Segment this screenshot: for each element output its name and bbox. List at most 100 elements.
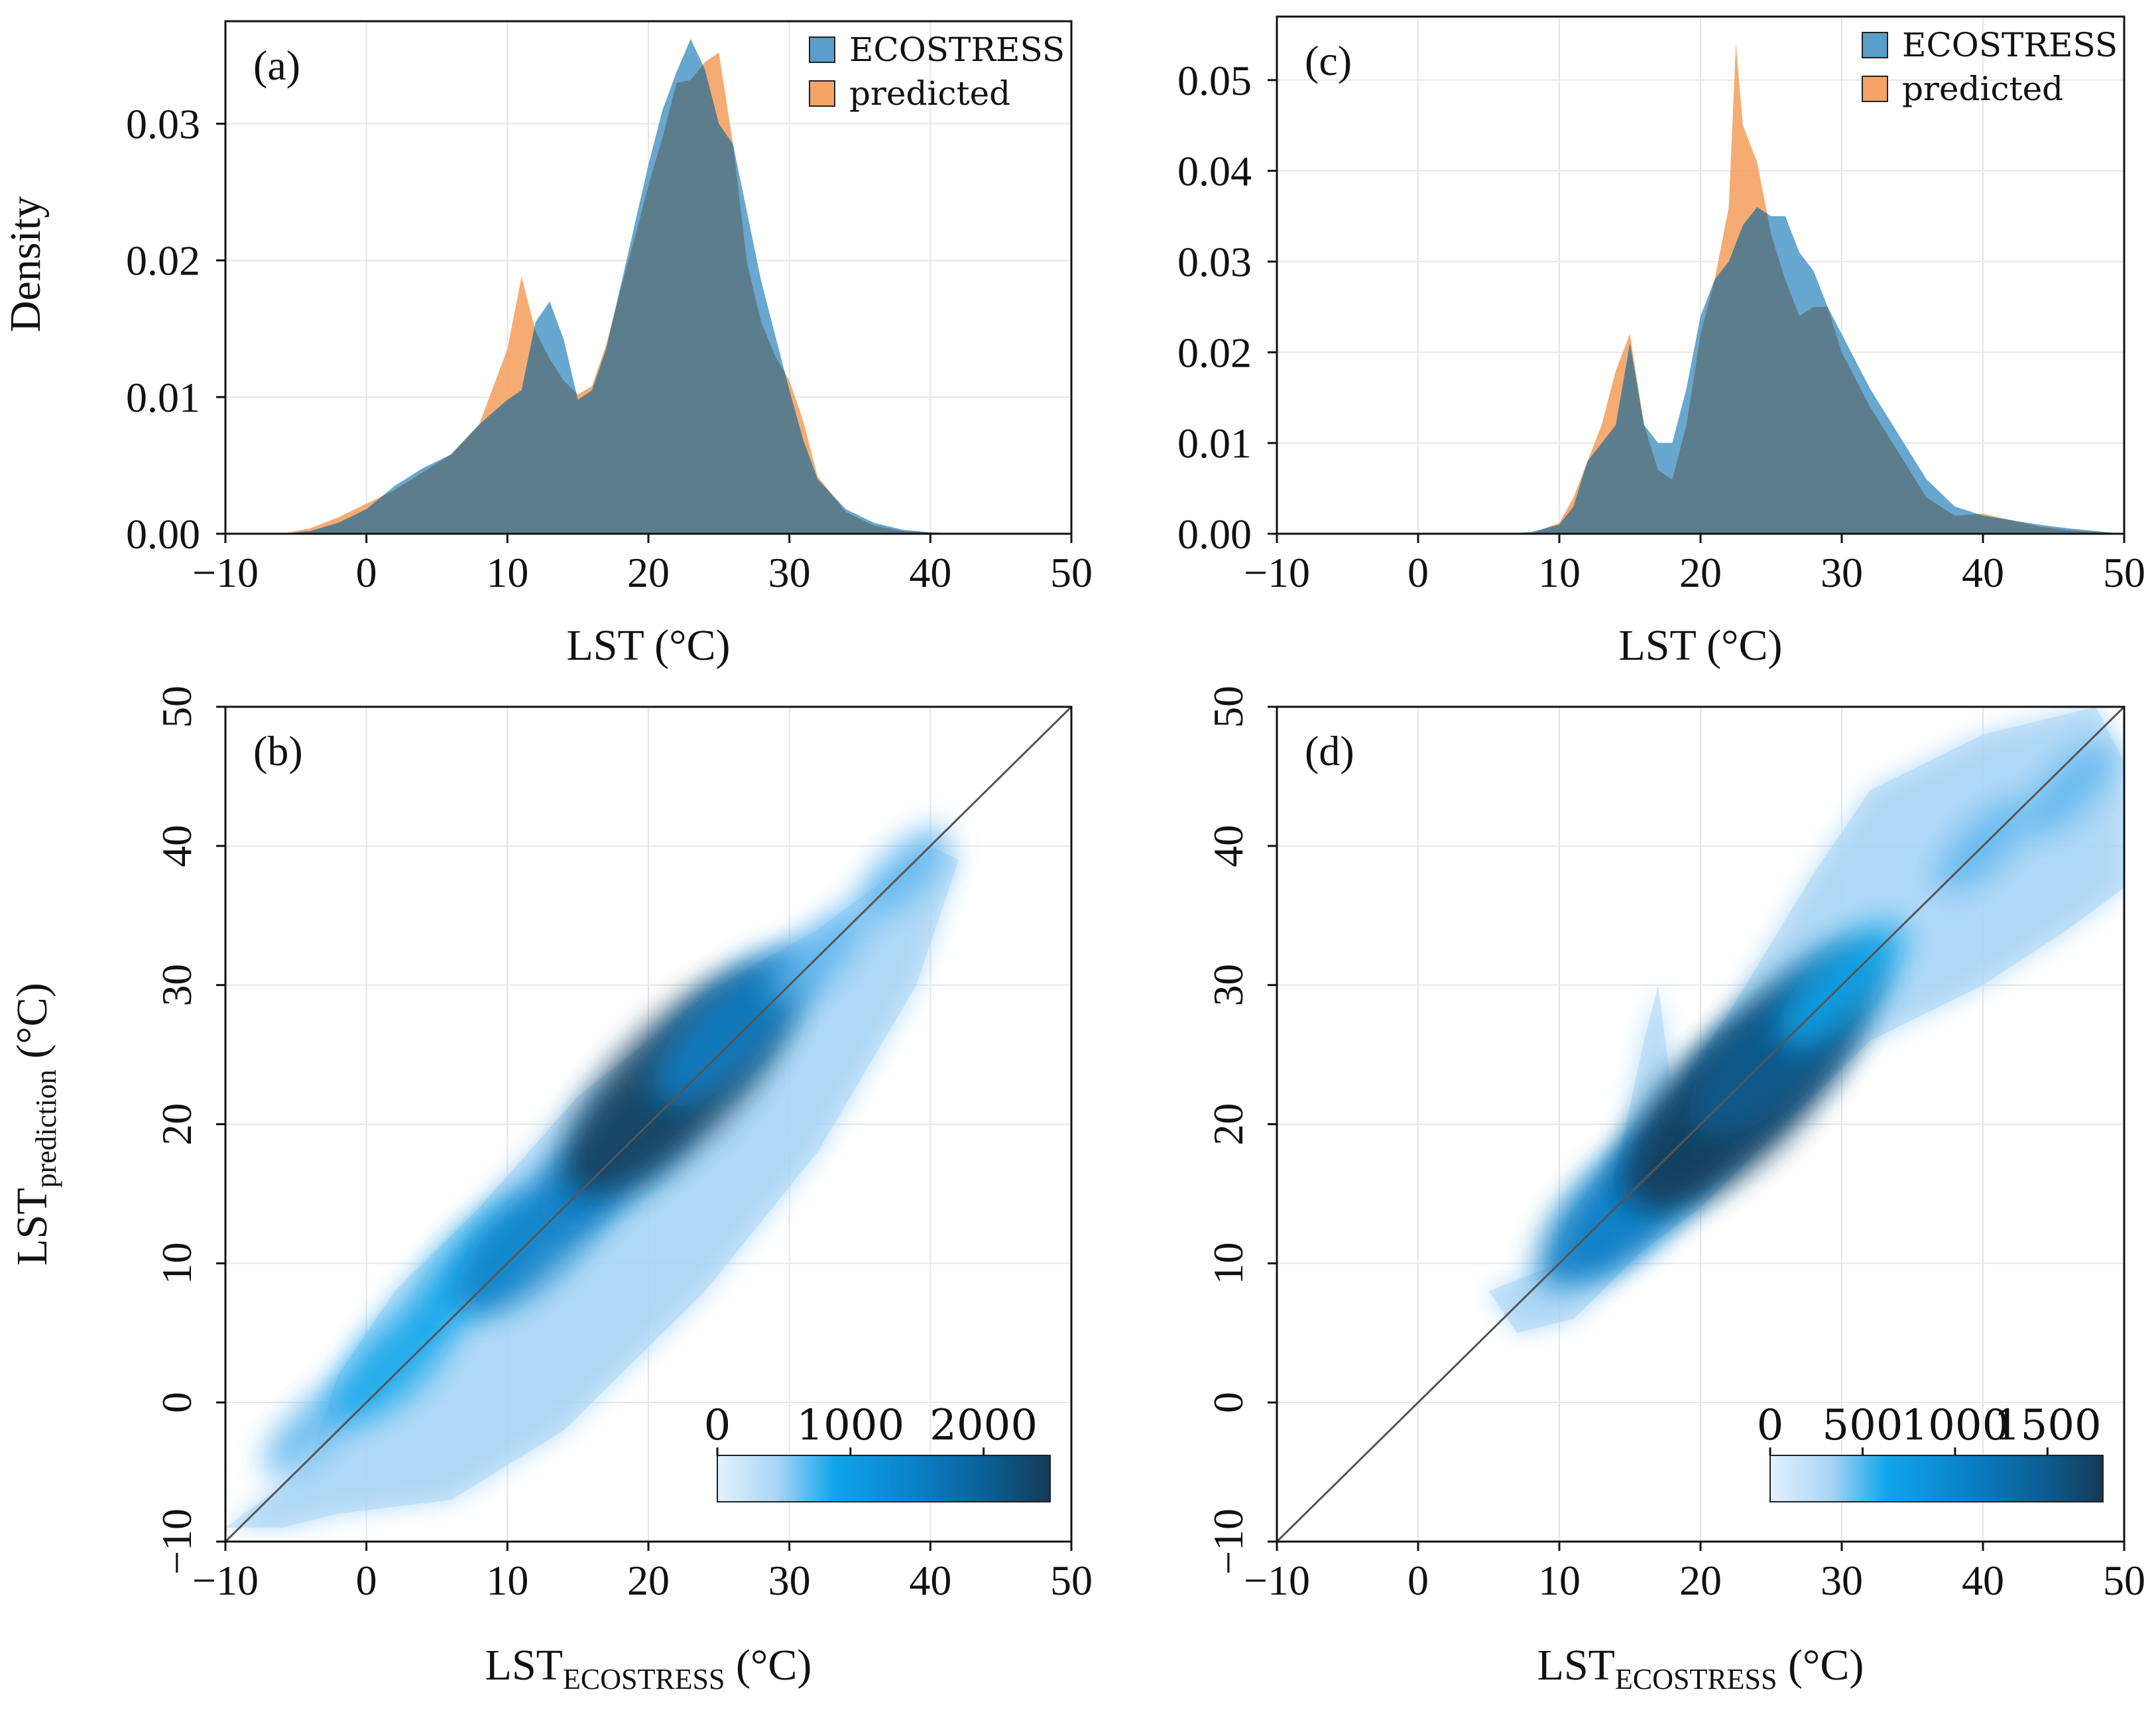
panel-a: −10 0 10 20 30 40 50 0.00 0.01 0.02 0.03 (a) ECOST… — [1, 20, 1093, 670]
x-tick-label: 0 — [1407, 1557, 1429, 1604]
x-axis-title-unit: (°C) — [1777, 1641, 1864, 1689]
colorbar-tick-label: 500 — [1822, 1401, 1903, 1450]
x-axis-title: LST (°C) — [566, 621, 730, 670]
legend-swatch-predicted — [1862, 76, 1888, 102]
colorbar-gradient — [1769, 1455, 2104, 1502]
y-axis-title: Density — [1, 196, 50, 332]
panel-label: (d) — [1305, 727, 1354, 774]
x-tick-label: 0 — [356, 549, 377, 596]
x-tick-label: −10 — [1244, 1557, 1310, 1604]
y-tick-label: 0.01 — [1177, 420, 1252, 467]
colorbar-tick-label: 1500 — [1994, 1401, 2102, 1450]
x-tick-label: 40 — [1962, 549, 2004, 596]
y-tick-label: 0.05 — [1177, 57, 1252, 104]
density-core — [2021, 743, 2115, 837]
x-tick-label: 50 — [1050, 549, 1093, 596]
panel-label: (c) — [1305, 37, 1352, 84]
density-core — [331, 1298, 458, 1424]
legend-swatch-ecostress — [1862, 32, 1888, 58]
legend-swatch-predicted — [809, 80, 835, 107]
y-tick-label: 0.02 — [1177, 329, 1252, 376]
series-overlap-area — [1277, 207, 2124, 534]
legend-label-predicted: predicted — [1902, 70, 2063, 108]
y-tick-label: 10 — [153, 1242, 200, 1284]
x-tick-label: 20 — [1679, 1557, 1722, 1604]
x-tick-label: 50 — [2103, 1557, 2145, 1604]
y-tick-label: 0.03 — [1177, 238, 1252, 285]
x-tick-label: 0 — [356, 1557, 377, 1604]
y-tick-label: 0 — [1205, 1392, 1252, 1413]
colorbar-tick-label: 1000 — [796, 1401, 904, 1450]
legend-label-ecostress: ECOSTRESS — [849, 31, 1065, 69]
y-tick-label: 10 — [1205, 1242, 1252, 1284]
x-tick-label: −10 — [1244, 549, 1310, 596]
x-tick-label: 10 — [486, 1557, 528, 1604]
x-tick-label: 50 — [1050, 1557, 1093, 1604]
y-tick-label: 0 — [153, 1392, 200, 1413]
y-axis-title-main: LST — [8, 1188, 56, 1265]
x-axis-title-main: LST — [485, 1641, 563, 1689]
x-tick-label: 10 — [1538, 1557, 1581, 1604]
series-layer — [225, 38, 1071, 534]
y-tick-label: 50 — [153, 686, 200, 728]
legend: ECOSTRESS predicted — [809, 31, 1065, 113]
y-axis-title-unit: (°C) — [8, 983, 56, 1069]
x-axis-title-sub: ECOSTRESS — [1615, 1663, 1777, 1695]
x-tick-label: 40 — [909, 549, 951, 596]
panel-d: −10 0 10 20 30 40 50 −10 0 10 20 30 40 50 (d) 0 500100… — [1205, 686, 2145, 1695]
x-tick-label: 50 — [2103, 549, 2145, 596]
y-tick-label: 40 — [1205, 825, 1252, 867]
series-overlap-area — [225, 52, 1071, 534]
x-tick-label: 20 — [627, 549, 670, 596]
x-tick-label: 40 — [909, 1557, 951, 1604]
x-tick-label: 40 — [1962, 1557, 2004, 1604]
colorbar-tick-label: 1000 — [1901, 1401, 2009, 1450]
identity-line — [224, 705, 1073, 1543]
x-tick-label: 30 — [1821, 1557, 1863, 1604]
y-axis-title-sub: prediction — [30, 1069, 62, 1188]
y-tick-label: 0.02 — [126, 237, 200, 284]
ticks: −10 0 10 20 30 40 50 −10 0 10 20 30 40 50 — [153, 686, 1093, 1604]
colorbar-tick-label: 0 — [1757, 1401, 1784, 1450]
y-tick-label: 20 — [1205, 1103, 1252, 1146]
y-tick-label: 0.00 — [126, 511, 200, 558]
panel-b: −10 0 10 20 30 40 50 −10 0 10 20 30 40 50 (b) 0 1000 20… — [8, 686, 1093, 1695]
x-tick-label: 30 — [768, 549, 811, 596]
y-tick-label: 20 — [153, 1103, 200, 1146]
x-axis-title-main: LST — [1537, 1641, 1615, 1689]
x-axis-title: LSTECOSTRESS (°C) — [1537, 1641, 1864, 1695]
y-tick-label: 30 — [153, 964, 200, 1007]
y-tick-label: 40 — [153, 825, 200, 867]
y-tick-label: 30 — [1205, 964, 1252, 1007]
ticks: −10 0 10 20 30 40 50 0.00 0.01 0.02 0.03 0.04 0.05 — [1177, 57, 2145, 596]
x-axis-title: LST (°C) — [1618, 621, 1782, 670]
y-tick-label: 0.01 — [126, 374, 200, 421]
legend: ECOSTRESS predicted — [1862, 26, 2118, 108]
x-axis-title-unit: (°C) — [725, 1641, 811, 1689]
legend-label-predicted: predicted — [849, 74, 1010, 113]
x-axis-title-sub: ECOSTRESS — [563, 1663, 725, 1695]
ticks: −10 0 10 20 30 40 50 0.00 0.01 0.02 0.03 — [126, 101, 1093, 596]
legend-label-ecostress: ECOSTRESS — [1902, 26, 2118, 64]
y-axis-title: LSTprediction (°C) — [8, 983, 62, 1266]
identity-line — [1276, 705, 2126, 1543]
panel-c: −10 0 10 20 30 40 50 0.00 0.01 0.02 0.03 0.04 0.05 (… — [1177, 15, 2145, 670]
ticks: −10 0 10 20 30 40 50 −10 0 10 20 30 40 50 — [1205, 686, 2145, 1604]
y-tick-label: 50 — [1205, 686, 1252, 728]
x-axis-title: LSTECOSTRESS (°C) — [485, 1641, 812, 1695]
x-tick-label: 20 — [627, 1557, 670, 1604]
x-tick-label: −10 — [192, 1557, 259, 1604]
colorbar-tick-label: 2000 — [929, 1401, 1038, 1450]
colorbar: 0 1000 2000 — [704, 1401, 1051, 1502]
series-layer — [1277, 44, 2124, 534]
y-tick-label: 0.00 — [1177, 511, 1252, 558]
y-tick-label: 0.03 — [126, 101, 200, 148]
panel-label: (b) — [253, 727, 303, 774]
x-tick-label: 10 — [486, 549, 528, 596]
x-tick-label: 10 — [1538, 549, 1581, 596]
colorbar-tick-label: 0 — [704, 1401, 731, 1450]
y-tick-label: −10 — [153, 1508, 200, 1575]
x-tick-label: 30 — [768, 1557, 811, 1604]
